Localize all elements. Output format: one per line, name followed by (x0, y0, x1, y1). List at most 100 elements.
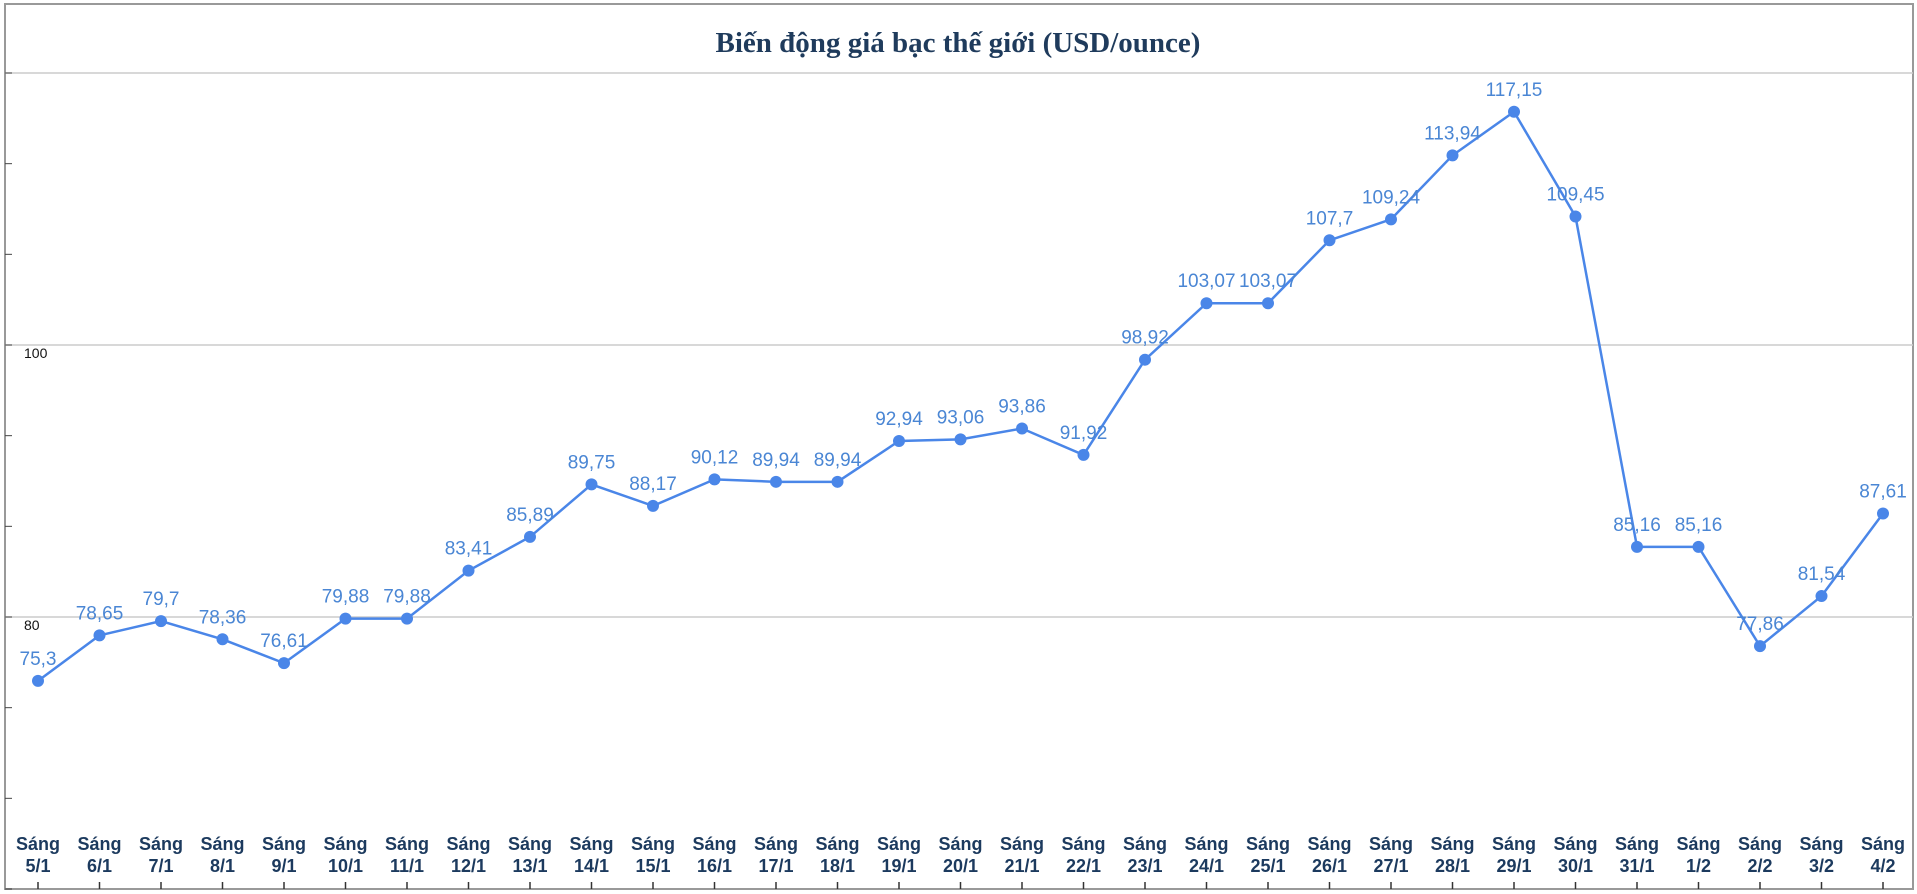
data-point-27 (1692, 540, 1705, 553)
x-label-29-line2: 3/2 (1809, 856, 1834, 876)
x-label-11-line1: Sáng (692, 834, 736, 854)
data-point-8 (524, 530, 536, 543)
data-point-12 (770, 475, 782, 488)
x-label-1-line1: Sáng (77, 834, 121, 854)
x-label-12-line1: Sáng (754, 834, 798, 854)
data-label-6: 79,88 (383, 587, 431, 608)
x-label-28-line1: Sáng (1738, 834, 1782, 854)
data-point-24 (1508, 105, 1520, 118)
x-label-0-line2: 5/1 (25, 856, 50, 876)
x-label-12-line2: 17/1 (758, 856, 793, 876)
x-label-21-line2: 26/1 (1312, 856, 1347, 876)
plot-frame (4, 3, 1914, 890)
chart-title: Biến động giá bạc thế giới (USD/ounce) (716, 27, 1201, 59)
x-label-3-line2: 8/1 (210, 856, 235, 876)
data-label-2: 79,7 (143, 589, 180, 610)
x-label-8-line2: 13/1 (512, 856, 547, 876)
data-label-10: 88,17 (629, 474, 677, 495)
data-label-5: 79,88 (322, 587, 370, 608)
x-label-26-line1: Sáng (1615, 834, 1659, 854)
data-point-30 (1877, 507, 1889, 520)
data-label-19: 103,07 (1177, 271, 1235, 292)
x-label-4-line2: 9/1 (271, 856, 296, 876)
x-axis-labels: Sáng5/1Sáng6/1Sáng7/1Sáng8/1Sáng9/1Sáng1… (16, 834, 1905, 889)
x-label-15-line2: 20/1 (943, 856, 978, 876)
data-point-23 (1446, 149, 1459, 162)
y-tick-label-100: 100 (24, 345, 48, 361)
data-label-8: 85,89 (506, 505, 554, 526)
x-label-29-line1: Sáng (1799, 834, 1843, 854)
y-tick-label-80: 80 (24, 617, 40, 633)
x-label-24-line1: Sáng (1492, 834, 1536, 854)
data-label-7: 83,41 (445, 539, 493, 560)
x-label-7-line1: Sáng (446, 834, 490, 854)
data-label-3: 78,36 (199, 607, 247, 628)
data-point-11 (708, 473, 721, 486)
data-point-0 (32, 674, 44, 687)
data-label-21: 107,7 (1306, 208, 1354, 229)
x-label-13-line2: 18/1 (820, 856, 855, 876)
data-point-1 (93, 629, 106, 642)
x-label-30-line1: Sáng (1861, 834, 1905, 854)
data-point-5 (339, 612, 352, 625)
data-labels-group: 75,3 78,65 79,7 78,36 76,61 79,88 79,88 83,41 85… (20, 80, 1907, 670)
data-label-20: 103,07 (1239, 271, 1297, 292)
data-label-15: 93,06 (937, 407, 985, 428)
data-point-3 (216, 633, 229, 646)
x-label-18-line2: 23/1 (1127, 856, 1162, 876)
data-label-29: 81,54 (1798, 564, 1846, 585)
data-label-24: 117,15 (1486, 80, 1543, 101)
x-label-6-line2: 11/1 (390, 856, 424, 876)
data-label-17: 91,92 (1060, 423, 1108, 444)
series-line-group (32, 105, 1889, 687)
data-label-23: 113,94 (1424, 123, 1481, 144)
data-label-13: 89,94 (814, 450, 862, 471)
data-label-26: 85,16 (1613, 515, 1661, 536)
x-label-23-line1: Sáng (1430, 834, 1474, 854)
data-label-11: 90,12 (691, 447, 739, 468)
x-label-6-line1: Sáng (385, 834, 429, 854)
x-label-4-line1: Sáng (262, 834, 306, 854)
x-label-9-line2: 14/1 (574, 856, 609, 876)
x-label-28-line2: 2/2 (1747, 856, 1772, 876)
data-point-18 (1139, 353, 1151, 366)
data-label-28: 77,86 (1736, 614, 1784, 635)
data-label-22: 109,24 (1362, 187, 1421, 208)
x-label-23-line2: 28/1 (1435, 856, 1470, 876)
x-label-5-line1: Sáng (323, 834, 367, 854)
x-label-10-line2: 15/1 (635, 856, 670, 876)
data-label-9: 89,75 (568, 452, 616, 473)
x-label-22-line1: Sáng (1369, 834, 1413, 854)
data-point-20 (1262, 297, 1274, 310)
x-label-15-line1: Sáng (938, 834, 982, 854)
x-label-27-line1: Sáng (1676, 834, 1720, 854)
data-point-6 (401, 612, 413, 625)
data-label-14: 92,94 (875, 409, 923, 430)
x-label-25-line2: 30/1 (1558, 856, 1593, 876)
x-label-1-line2: 6/1 (87, 856, 112, 876)
data-point-29 (1815, 590, 1828, 603)
series-line (37, 109, 1885, 682)
data-label-30: 87,61 (1859, 482, 1907, 503)
x-label-0-line1: Sáng (16, 834, 60, 854)
data-point-9 (585, 478, 598, 491)
x-label-11-line2: 16/1 (697, 856, 732, 876)
x-label-16-line1: Sáng (1000, 834, 1044, 854)
x-label-27-line2: 1/2 (1686, 856, 1711, 876)
x-label-2-line1: Sáng (139, 834, 183, 854)
x-label-26-line2: 31/1 (1619, 856, 1654, 876)
data-label-12: 89,94 (752, 450, 800, 471)
data-label-27: 85,16 (1675, 515, 1723, 536)
x-label-19-line1: Sáng (1184, 834, 1228, 854)
x-label-18-line1: Sáng (1123, 834, 1167, 854)
data-point-16 (1016, 422, 1028, 435)
x-label-25-line1: Sáng (1553, 834, 1597, 854)
x-label-2-line2: 7/1 (148, 856, 173, 876)
data-point-28 (1754, 640, 1766, 653)
data-label-1: 78,65 (76, 603, 124, 624)
x-label-17-line2: 22/1 (1066, 856, 1101, 876)
x-label-22-line2: 27/1 (1373, 856, 1408, 876)
data-point-15 (954, 433, 967, 446)
data-point-7 (462, 564, 475, 577)
